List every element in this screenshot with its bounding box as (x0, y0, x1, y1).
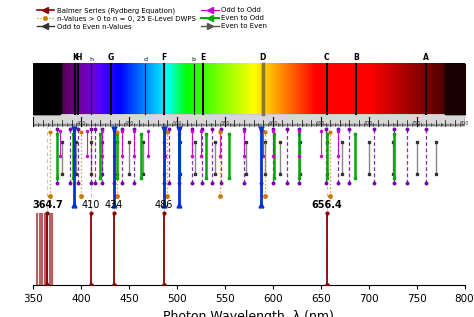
Text: 700: 700 (364, 121, 374, 126)
Text: 750: 750 (412, 121, 421, 126)
Text: 550: 550 (220, 121, 229, 126)
Text: 486: 486 (155, 200, 173, 210)
Text: 650: 650 (316, 121, 326, 126)
Text: b: b (191, 57, 196, 62)
Bar (33, 114, 465, 126)
Text: 450: 450 (124, 121, 134, 126)
Bar (33, 63, 465, 114)
Text: 410: 410 (82, 200, 100, 210)
Text: H: H (75, 53, 81, 62)
Text: E: E (200, 53, 205, 62)
Text: F: F (161, 53, 166, 62)
Text: 434: 434 (104, 200, 123, 210)
Text: 800: 800 (460, 121, 469, 126)
Text: C: C (324, 53, 329, 62)
Legend: Balmer Series (Rydberg Equation), n-Values > 0 to n = 0, 25 E-Level DWPS, Odd to: Balmer Series (Rydberg Equation), n-Valu… (36, 7, 267, 30)
Text: A: A (423, 53, 428, 62)
X-axis label: Photon Wavelength, λ (nm): Photon Wavelength, λ (nm) (164, 310, 334, 317)
Text: d: d (143, 57, 147, 62)
Text: K: K (72, 53, 78, 62)
Text: 600: 600 (268, 121, 277, 126)
Text: 364.7: 364.7 (32, 200, 63, 210)
Text: D: D (259, 53, 266, 62)
Text: G: G (108, 53, 114, 62)
Text: B: B (353, 53, 359, 62)
Text: 500: 500 (172, 121, 182, 126)
Text: 656.4: 656.4 (311, 200, 342, 210)
Text: h: h (89, 57, 93, 62)
Text: 400: 400 (76, 121, 86, 126)
